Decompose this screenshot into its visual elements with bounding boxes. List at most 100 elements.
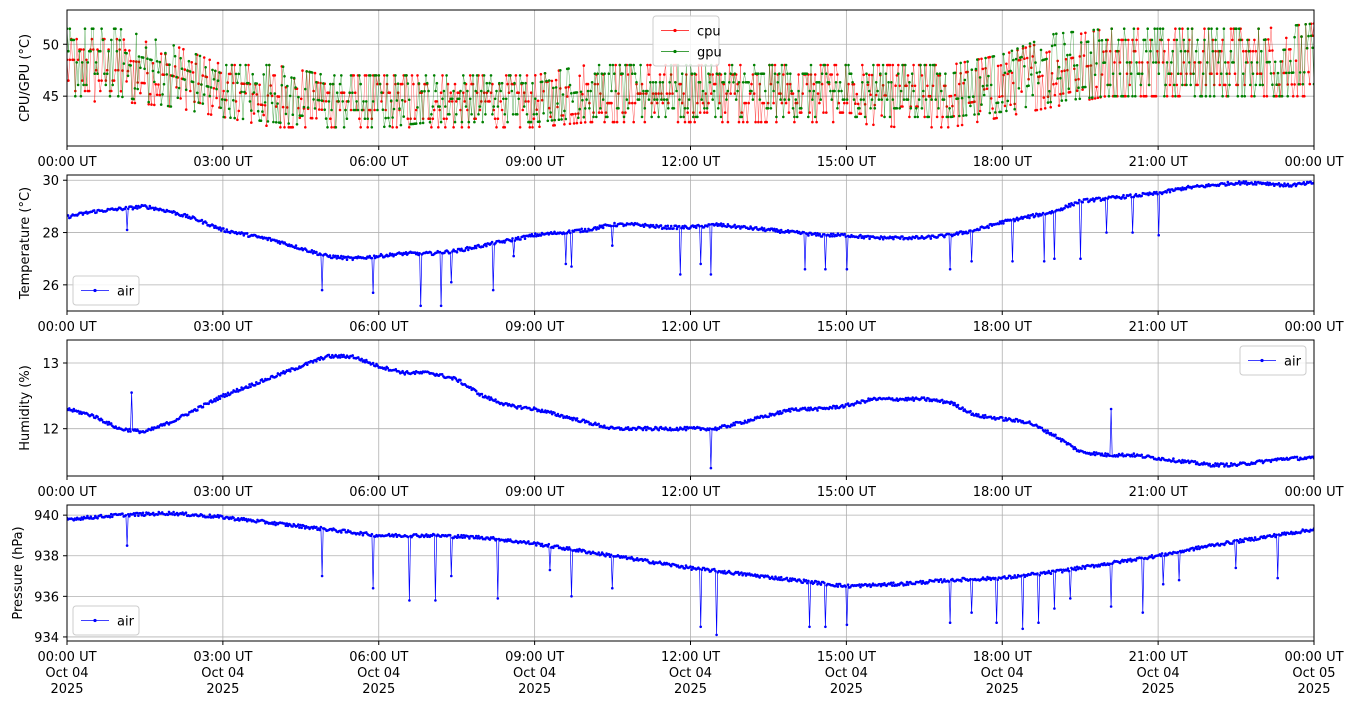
data-point-air bbox=[609, 224, 613, 228]
data-point-air bbox=[310, 249, 314, 252]
data-point-gpu bbox=[155, 60, 159, 63]
data-point-air bbox=[774, 230, 777, 233]
data-point-cpu bbox=[468, 74, 472, 77]
data-point-gpu bbox=[117, 94, 120, 98]
data-point-gpu bbox=[292, 76, 296, 80]
data-point-cpu bbox=[496, 117, 500, 120]
data-point-air bbox=[311, 361, 315, 364]
data-point-air bbox=[785, 576, 789, 580]
data-point-air bbox=[567, 546, 571, 549]
data-point-gpu bbox=[263, 101, 267, 104]
data-point-gpu bbox=[266, 120, 270, 123]
data-point-air bbox=[1121, 452, 1124, 456]
data-point-cpu bbox=[139, 91, 142, 95]
data-point-air bbox=[565, 546, 569, 549]
data-point-gpu bbox=[1275, 83, 1278, 86]
data-point-air bbox=[219, 229, 223, 232]
data-point-air bbox=[960, 230, 963, 233]
data-point-gpu bbox=[238, 63, 242, 67]
data-point-cpu bbox=[226, 81, 229, 84]
data-point-air bbox=[1293, 182, 1296, 185]
data-point-gpu bbox=[327, 100, 331, 103]
data-point-cpu bbox=[722, 82, 726, 86]
data-point-gpu bbox=[1064, 98, 1068, 102]
data-point-cpu bbox=[696, 101, 699, 105]
data-point-air bbox=[1228, 464, 1232, 468]
data-point-air bbox=[1081, 200, 1084, 204]
data-point-cpu bbox=[1188, 38, 1191, 42]
data-point-cpu bbox=[935, 115, 939, 119]
data-point-air bbox=[440, 373, 444, 376]
data-point-gpu bbox=[786, 72, 789, 75]
data-point-gpu bbox=[355, 100, 358, 103]
data-point-cpu bbox=[1231, 38, 1234, 42]
data-point-cpu bbox=[973, 100, 976, 103]
data-point-air bbox=[760, 226, 764, 229]
x-tick-label-line: 15:00 UT bbox=[817, 155, 876, 170]
data-point-air bbox=[438, 250, 442, 254]
data-point-gpu bbox=[491, 113, 494, 116]
data-point-air bbox=[371, 586, 375, 590]
data-point-air bbox=[919, 579, 922, 583]
data-point-cpu bbox=[324, 100, 328, 103]
data-point-gpu bbox=[603, 72, 606, 75]
data-point-air bbox=[315, 250, 318, 254]
data-point-gpu bbox=[227, 107, 231, 111]
data-point-gpu bbox=[191, 80, 195, 84]
data-point-cpu bbox=[233, 63, 236, 67]
data-point-gpu bbox=[291, 113, 295, 116]
data-point-gpu bbox=[567, 67, 570, 70]
plot-area bbox=[67, 353, 1314, 470]
data-point-cpu bbox=[633, 101, 637, 105]
data-point-gpu bbox=[270, 101, 274, 105]
data-point-gpu bbox=[872, 63, 875, 67]
data-point-gpu bbox=[538, 120, 541, 123]
data-point-cpu bbox=[489, 91, 493, 94]
data-point-gpu bbox=[912, 89, 915, 93]
data-point-air bbox=[664, 224, 667, 228]
data-point-gpu bbox=[859, 98, 863, 101]
data-point-cpu bbox=[491, 82, 494, 86]
data-point-gpu bbox=[934, 98, 937, 101]
data-point-air bbox=[843, 232, 846, 236]
data-point-air bbox=[722, 571, 725, 575]
data-point-air bbox=[1091, 452, 1095, 456]
data-point-air bbox=[1103, 454, 1106, 458]
data-point-gpu bbox=[1176, 72, 1180, 75]
data-point-gpu bbox=[151, 69, 155, 73]
data-point-air bbox=[491, 288, 495, 292]
data-point-gpu bbox=[122, 62, 126, 65]
data-point-cpu bbox=[1012, 81, 1015, 85]
data-point-cpu bbox=[1154, 94, 1158, 98]
data-point-air bbox=[1027, 214, 1030, 217]
data-point-air bbox=[641, 223, 645, 227]
data-point-gpu bbox=[827, 81, 831, 84]
data-point-gpu bbox=[125, 51, 128, 55]
data-point-cpu bbox=[503, 126, 507, 129]
data-point-air bbox=[732, 421, 735, 425]
data-point-gpu bbox=[455, 113, 458, 116]
data-point-gpu bbox=[474, 89, 478, 93]
data-point-air bbox=[185, 213, 189, 217]
data-point-cpu bbox=[243, 82, 246, 86]
data-point-cpu bbox=[376, 82, 379, 86]
data-point-cpu bbox=[191, 71, 195, 74]
data-point-gpu bbox=[359, 82, 363, 86]
data-point-air bbox=[753, 573, 757, 576]
data-point-gpu bbox=[374, 74, 378, 77]
data-point-air bbox=[588, 550, 591, 554]
data-point-air bbox=[484, 242, 487, 246]
data-point-gpu bbox=[833, 89, 836, 93]
data-point-cpu bbox=[888, 63, 892, 67]
data-point-gpu bbox=[234, 72, 238, 76]
data-point-gpu bbox=[578, 107, 581, 111]
data-point-gpu bbox=[600, 72, 604, 75]
data-point-air bbox=[519, 404, 522, 408]
data-point-cpu bbox=[129, 59, 132, 63]
data-point-gpu bbox=[104, 83, 108, 87]
data-point-cpu bbox=[97, 79, 101, 82]
data-point-gpu bbox=[1261, 83, 1264, 87]
data-point-gpu bbox=[1092, 28, 1095, 32]
data-point-gpu bbox=[86, 61, 90, 64]
